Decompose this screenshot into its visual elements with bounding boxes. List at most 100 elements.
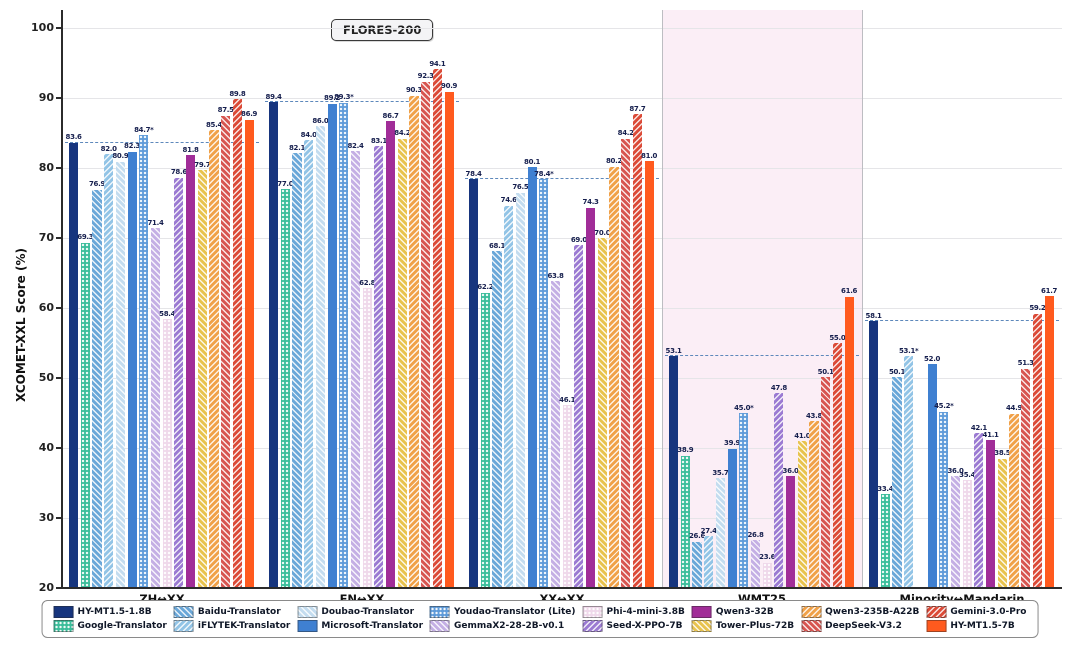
bar-gemmax2-28-2b-v0-1 [350,151,361,588]
bar-phi-4-mini-3-8b [362,288,372,588]
y-tick-label: 100 [31,21,54,34]
bar-baidu-translator [692,541,702,588]
legend-label: Microsoft-Translator [321,621,424,631]
y-tick-mark [56,447,61,449]
bar-iflytek-translator [704,536,714,588]
bar-qwen3-235b-a22b [809,421,819,588]
bar-value-label: 47.8 [770,383,787,392]
y-tick-label: 60 [38,301,54,314]
tower-plus-72b-swatch [691,620,712,632]
y-tick-label: 90 [38,91,54,104]
gridline [62,517,1062,519]
bar-value-label: 71.4 [147,218,164,227]
legend-label: Baidu-Translator [197,607,281,617]
legend-item: Phi-4-mini-3.8B [582,606,685,618]
bar-value-label: 86.0 [312,116,329,125]
y-tick-mark [56,27,61,29]
gridline [62,167,1062,169]
legend-label: Google-Translator [77,621,167,631]
qwen3-235b-a22b-swatch [801,606,822,618]
gridline [62,447,1062,449]
legend-label: GemmaX2-28-2B-v0.1 [454,621,565,631]
bar-deepseek-v3-2 [821,377,831,588]
gemini-3-0-pro-swatch [926,606,947,618]
deepseek-v3-2-swatch [801,620,822,632]
gemmax2-28-2b-v0-1-swatch [430,620,451,632]
bar-value-label: 61.6 [841,287,858,296]
bar-value-label: 69.0 [570,235,587,244]
bar-value-label: 62.8 [359,278,376,287]
y-tick-mark [56,167,61,169]
reference-line [865,320,1059,322]
y-tick-mark [56,587,61,589]
youdao-translator-lite--swatch [430,606,451,618]
bar-value-label: 90.9 [441,82,458,91]
flores-200-badge: FLORES-200 [331,19,434,41]
legend-item: HY-MT1.5-1.8B [53,606,167,618]
bar-value-label: 36.0 [782,466,799,475]
baidu-translator-swatch [173,606,194,618]
bar-value-label: 86.7 [382,111,399,120]
bar-hy-mt1-5-7b [244,119,254,588]
bar-value-label: 27.4 [700,526,717,535]
gridline [62,307,1062,309]
doubao-translator-swatch [297,606,318,618]
bar-value-label: 78.4 [465,169,482,178]
bar-google-translator [480,292,490,588]
bar-value-label: 50.1 [888,367,906,376]
bar-microsoft-translator [327,103,337,588]
bar-value-label: 35.7 [712,468,729,477]
bar-hy-mt1-5-7b [1044,296,1054,588]
microsoft-translator-swatch [297,620,318,632]
legend-label: Seed-X-PPO-7B [606,621,683,631]
bar-value-label: 74.3 [582,198,599,207]
bar-value-label: 41.0 [794,431,811,440]
bar-value-label: 45.2* [934,402,954,411]
legend-item: Tower-Plus-72B [691,620,794,632]
bar-value-label: 78.6 [170,168,187,177]
bar-microsoft-translator [127,151,137,588]
y-tick-label: 50 [38,371,54,384]
y-tick-label: 30 [38,511,54,524]
bar-value-label: 77.0 [277,179,294,188]
legend-label: DeepSeek-V3.2 [825,621,902,631]
y-tick-mark [56,377,61,379]
group-separator [662,10,663,588]
bar-value-label: 53.1 [665,346,682,355]
bar-tower-plus-72b [397,138,407,588]
legend-item: HY-MT1.5-7B [926,620,1026,632]
legend-item: DeepSeek-V3.2 [801,620,919,632]
bar-value-label: 58.1 [865,311,882,320]
bar-gemini-3-0-pro [632,114,642,588]
bar-value-label: 46.1 [559,395,576,404]
legend-item: Microsoft-Translator [297,620,423,632]
bar-value-label: 84.0 [300,130,317,139]
bar-value-label: 36.0 [947,466,964,475]
legend: HY-MT1.5-1.8B Google-Translator Baidu-Tran… [41,600,1039,638]
bar-iflytek-translator [504,205,514,588]
bar-qwen3-32b [586,207,596,588]
legend-item: Qwen3-32B [691,606,794,618]
bar-value-label: 41.1 [982,430,999,439]
bar-value-label: 39.9 [724,439,741,448]
bar-iflytek-translator [304,140,314,588]
bar-value-label: 63.8 [547,271,564,280]
bar-value-label: 69.3 [77,233,94,242]
bar-value-label: 76.9 [88,180,106,189]
legend-item: Doubao-Translator [297,606,423,618]
bar-value-label: 83.6 [65,133,82,142]
bar-value-label: 26.6 [688,532,706,541]
google-translator-swatch [53,620,74,632]
bar-google-translator [880,494,890,588]
bar-deepseek-v3-2 [421,81,431,588]
reference-line [65,141,259,143]
reference-line [665,355,859,357]
bar-value-label: 52.0 [924,354,941,363]
bar-gemini-3-0-pro [832,343,842,588]
bar-value-label: 82.4 [347,141,364,150]
bar-value-label: 26.8 [747,530,764,539]
bar-hy-mt1-5-1-8b [469,179,479,588]
bar-value-label: 89.3* [334,93,354,102]
bar-youdao-translator-lite- [339,102,349,588]
bar-phi-4-mini-3-8b [162,319,172,588]
